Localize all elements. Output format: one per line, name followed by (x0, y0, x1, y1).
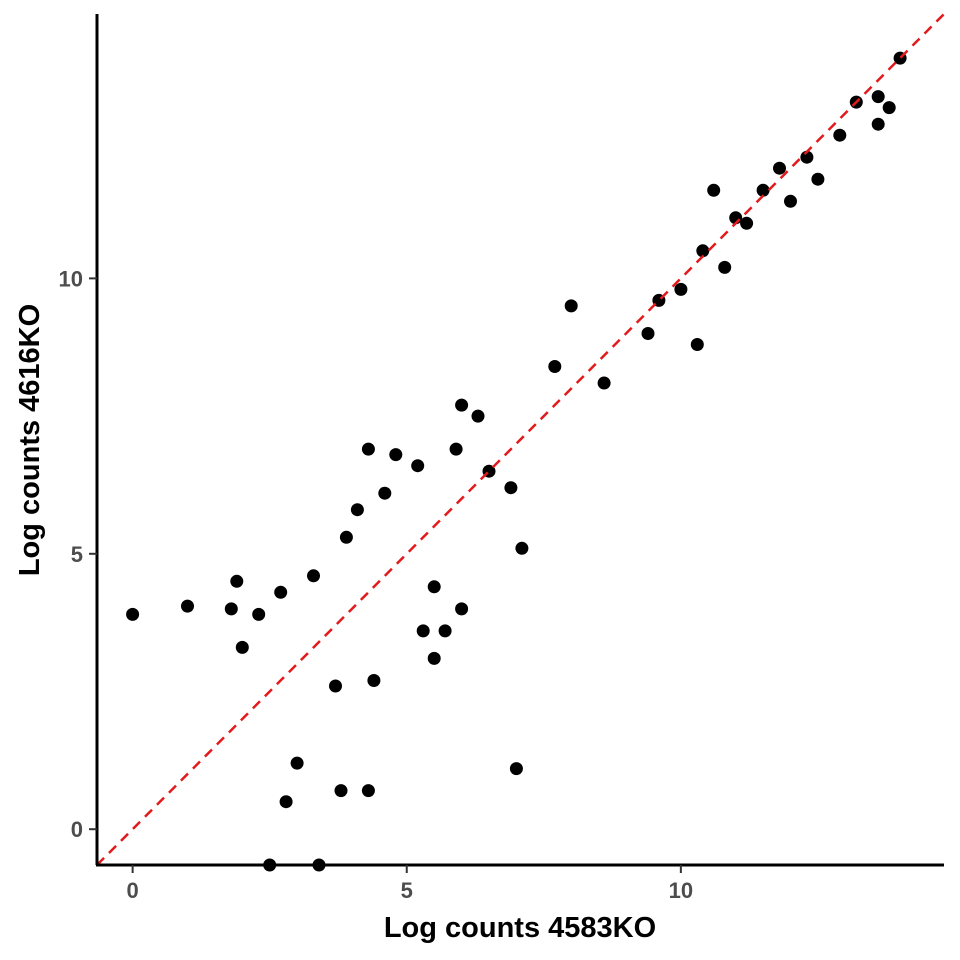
data-point (718, 260, 732, 274)
y-tick-label: 0 (71, 817, 83, 842)
data-point (438, 624, 452, 638)
y-axis-title: Log counts 4616KO (14, 304, 46, 576)
x-tick-label: 5 (401, 878, 413, 903)
data-point (784, 194, 797, 208)
identity-reference-line (96, 13, 945, 866)
data-point (597, 376, 611, 390)
data-point (252, 607, 266, 621)
data-point (224, 602, 238, 616)
data-points (126, 51, 907, 872)
data-point (548, 360, 562, 373)
data-point (427, 580, 441, 594)
data-point (871, 117, 885, 131)
data-point (307, 569, 320, 583)
data-point (882, 101, 896, 115)
data-point (367, 674, 381, 687)
data-point (334, 784, 348, 798)
data-point (471, 409, 485, 423)
data-point (279, 795, 293, 809)
y-tick-label: 5 (71, 542, 83, 567)
data-point (564, 299, 578, 313)
y-axis-ticks: 0 5 10 (59, 266, 97, 842)
data-point (449, 442, 463, 456)
data-point (756, 183, 770, 197)
data-point (811, 172, 825, 186)
data-point (509, 762, 523, 776)
data-point (674, 282, 688, 296)
y-tick-label: 10 (59, 266, 83, 291)
data-point (274, 585, 288, 599)
data-point (455, 602, 469, 616)
data-point (361, 442, 375, 456)
data-point (707, 183, 721, 197)
data-point (235, 640, 249, 654)
data-point (350, 503, 364, 517)
data-point (427, 651, 441, 665)
data-point (455, 398, 469, 412)
data-point (800, 150, 814, 164)
data-point (515, 541, 529, 555)
data-point (504, 481, 518, 495)
data-point (773, 161, 786, 175)
data-point (181, 599, 194, 613)
data-point (871, 90, 885, 104)
x-tick-label: 10 (669, 878, 693, 903)
data-point (416, 624, 430, 638)
data-point (290, 756, 304, 770)
data-point (230, 574, 244, 588)
data-point (361, 784, 375, 798)
x-tick-label: 0 (127, 878, 139, 903)
data-point (690, 338, 704, 351)
data-point (833, 128, 847, 142)
x-axis-title: Log counts 4583KO (384, 912, 656, 944)
data-point (329, 679, 342, 693)
data-point (126, 607, 140, 621)
data-point (696, 244, 710, 258)
data-point (378, 486, 392, 500)
data-point (339, 530, 353, 544)
x-axis-ticks: 0 5 10 (127, 865, 693, 903)
data-point (740, 216, 754, 230)
data-point (411, 459, 425, 473)
data-point (641, 327, 655, 340)
data-point (389, 448, 403, 462)
